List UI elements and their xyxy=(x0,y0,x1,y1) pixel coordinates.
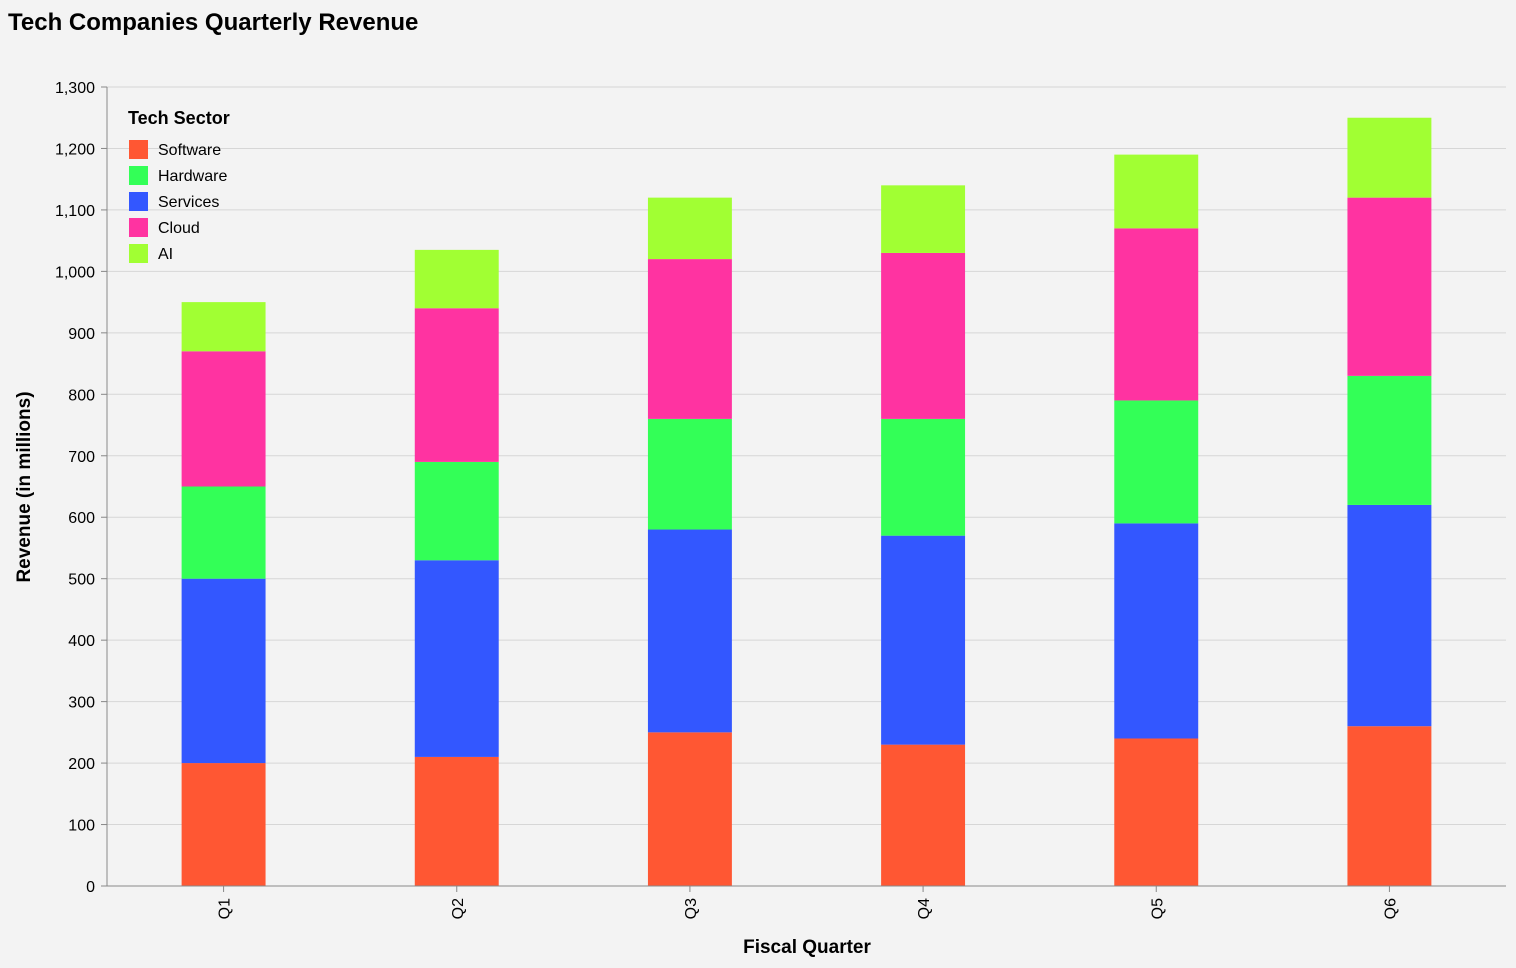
bar-cloud-q6 xyxy=(1347,197,1432,376)
bar-cloud-q1 xyxy=(181,351,266,487)
bar-software-q2 xyxy=(414,756,499,886)
y-tick-label: 800 xyxy=(68,387,95,404)
y-tick-label: 200 xyxy=(68,756,95,773)
bar-hardware-q3 xyxy=(647,418,732,530)
legend-label-cloud: Cloud xyxy=(158,220,200,237)
grid-lines xyxy=(107,86,1506,826)
bar-services-q2 xyxy=(414,560,499,757)
legend-label-software: Software xyxy=(158,142,221,159)
bar-hardware-q1 xyxy=(181,486,266,579)
bar-cloud-q3 xyxy=(647,259,732,419)
y-tick-label: 1,000 xyxy=(55,264,95,281)
y-tick-label: 700 xyxy=(68,449,95,466)
bar-ai-q5 xyxy=(1114,154,1199,229)
y-axis-title: Revenue (in millions) xyxy=(14,391,35,582)
y-tick-label: 100 xyxy=(68,818,95,835)
legend-swatch-ai xyxy=(129,244,148,263)
bar-ai-q4 xyxy=(881,185,966,253)
legend-label-hardware: Hardware xyxy=(158,168,227,185)
bar-hardware-q4 xyxy=(881,418,966,536)
x-tick-label: Q2 xyxy=(450,898,467,919)
y-tick-label: 600 xyxy=(68,510,95,527)
bar-services-q5 xyxy=(1114,523,1199,739)
y-tick-label: 1,300 xyxy=(55,80,95,97)
legend-swatch-cloud xyxy=(129,218,148,237)
y-tick-label: 400 xyxy=(68,633,95,650)
bar-cloud-q5 xyxy=(1114,228,1199,401)
bar-hardware-q2 xyxy=(414,461,499,561)
x-tick-label: Q4 xyxy=(916,898,933,919)
bar-cloud-q4 xyxy=(881,252,966,419)
bar-hardware-q6 xyxy=(1347,375,1432,505)
y-tick-label: 1,100 xyxy=(55,203,95,220)
x-tick-label: Q3 xyxy=(683,898,700,919)
y-tick-label: 300 xyxy=(68,695,95,712)
bar-software-q4 xyxy=(881,744,966,886)
legend-swatch-software xyxy=(129,140,148,159)
y-tick-label: 500 xyxy=(68,572,95,589)
chart-title: Tech Companies Quarterly Revenue xyxy=(8,9,418,36)
x-tick-label: Q1 xyxy=(217,898,234,919)
y-tick-label: 1,200 xyxy=(55,141,95,158)
x-tick-label: Q5 xyxy=(1149,898,1166,919)
bar-hardware-q5 xyxy=(1114,400,1199,524)
bar-software-q6 xyxy=(1347,726,1432,886)
bars xyxy=(181,117,1432,886)
bar-services-q6 xyxy=(1347,504,1432,727)
bar-cloud-q2 xyxy=(414,308,499,462)
bar-software-q3 xyxy=(647,732,732,886)
bar-services-q1 xyxy=(181,578,266,764)
legend: Tech Sector Software Hardware Services Clou… xyxy=(128,108,230,263)
bar-ai-q1 xyxy=(181,302,266,352)
bar-ai-q2 xyxy=(414,249,499,309)
legend-title: Tech Sector xyxy=(128,108,230,128)
legend-swatch-hardware xyxy=(129,166,148,185)
y-tick-label: 0 xyxy=(86,879,95,896)
legend-label-ai: AI xyxy=(158,246,173,263)
x-axis: Q1 Q2 Q3 Q4 Q5 Q6 xyxy=(107,885,1506,919)
bar-ai-q3 xyxy=(647,197,732,260)
bar-services-q4 xyxy=(881,535,966,745)
bar-software-q5 xyxy=(1114,738,1199,886)
bar-software-q1 xyxy=(181,763,266,886)
legend-label-services: Services xyxy=(158,194,219,211)
legend-swatch-services xyxy=(129,192,148,211)
bar-ai-q6 xyxy=(1347,117,1432,198)
y-axis: 0 100 200 300 400 500 600 700 800 900 1,000 1,100 1,… xyxy=(55,80,108,896)
x-tick-label: Q6 xyxy=(1382,898,1399,919)
x-axis-title: Fiscal Quarter xyxy=(743,937,871,958)
bar-services-q3 xyxy=(647,529,732,733)
y-tick-label: 900 xyxy=(68,326,95,343)
